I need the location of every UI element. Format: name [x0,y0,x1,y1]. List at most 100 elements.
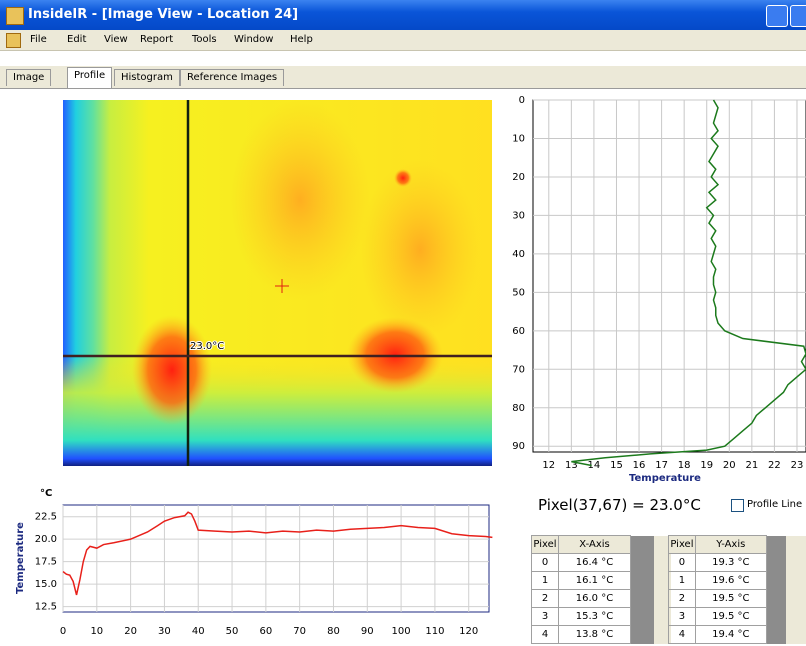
table-gap [631,536,654,554]
x-tick-label: 70 [293,626,306,637]
app-window: InsideIR - [Image View - Location 24] Fi… [0,0,806,646]
tab[interactable]: Profile [67,67,112,88]
table-cell: 19.6 °C [695,572,766,590]
header-cell: Y-Axis [695,536,766,554]
menu-bar: File Edit View Report Tools Window Help [0,30,806,51]
table-gap [631,572,654,590]
tab[interactable]: Image [6,69,51,86]
y-tick-label: 15.0 [35,579,57,590]
table-cell: 19.4 °C [695,626,766,644]
x-tick-label: 13 [565,460,578,471]
x-tick-label: 19 [700,460,713,471]
table-gap [766,626,786,644]
table-cell: 19.5 °C [695,590,766,608]
menu-item[interactable]: View [104,34,128,45]
y-tick-label: 0 [519,95,525,106]
scrollbar [786,590,805,608]
table-cell: 2 [669,590,696,608]
app-icon [6,7,24,25]
x-tick-label: 40 [192,626,205,637]
x-tick-label: 50 [226,626,239,637]
y-tick-label: 20.0 [35,534,57,545]
x-tick-label: 22 [768,460,781,471]
x-tick-label: 18 [678,460,691,471]
table-cell: 16.4 °C [559,554,631,572]
x-tick-label: 20 [723,460,736,471]
table-gap [766,608,786,626]
menu-item[interactable]: Report [140,34,173,45]
table-gap [631,608,654,626]
x-axis-title: Temperature [629,473,701,484]
tab[interactable]: Reference Images [180,69,284,86]
table-gap [631,590,654,608]
table-cell: 16.0 °C [559,590,631,608]
menu-item[interactable]: Help [290,34,313,45]
y-axis-title: Temperature [15,522,26,594]
maximize-button[interactable] [790,5,806,27]
menu-item[interactable]: Edit [67,34,86,45]
x-tick-label: 12 [542,460,555,471]
x-tick-label: 80 [327,626,340,637]
profile-line [63,512,492,595]
y-tick-label: 40 [512,249,525,260]
x-tick-label: 110 [425,626,444,637]
menu-item[interactable]: File [30,34,47,45]
table-cell: 1 [532,572,559,590]
thermal-image: 23.0°C [63,100,492,466]
x-tick-label: 120 [459,626,478,637]
scrollbar [786,608,805,626]
table-cell: 19.3 °C [695,554,766,572]
y-tick-label: 60 [512,326,525,337]
table-cell: 0 [669,554,696,572]
table-cell: 3 [532,608,559,626]
table-cell: 15.3 °C [559,608,631,626]
x-tick-label: 30 [158,626,171,637]
table-row: 016.4 °C [532,554,671,572]
table-cell: 3 [669,608,696,626]
minimize-button[interactable] [766,5,788,27]
scrollbar [786,536,805,554]
cursor-label: 23.0°C [190,341,224,352]
y-tick-label: 70 [512,364,525,375]
menu-item[interactable]: Tools [192,34,217,45]
table-cell: 2 [532,590,559,608]
x-tick-label: 10 [90,626,103,637]
x-tick-label: 17 [655,460,668,471]
title-bar: InsideIR - [Image View - Location 24] [0,0,806,30]
menu-item[interactable]: Window [234,34,273,45]
plot-area [533,100,806,452]
table-gap [766,536,786,554]
x-tick-label: 15 [610,460,623,471]
table-row: 019.3 °C [669,554,806,572]
tab[interactable]: Histogram [114,69,180,86]
checkbox[interactable] [731,499,744,512]
x-tick-label: 60 [259,626,272,637]
x-tick-label: 21 [745,460,758,471]
x-tick-label: 14 [588,460,601,471]
header-cell: Pixel [532,536,559,554]
table-gap [766,554,786,572]
x-tick-label: 100 [392,626,411,637]
y-tick-label: 22.5 [35,512,57,523]
y-tick-label: 20 [512,172,525,183]
pixel-readout: Pixel(37,67) = 23.0°C [538,496,701,514]
table-gap [766,572,786,590]
table-row: 413.8 °C [532,626,671,644]
scrollbar [786,554,805,572]
y-tick-label: 80 [512,403,525,414]
checkbox-label[interactable]: Profile Line [747,499,802,510]
y-tick-label: 10 [512,133,525,144]
table-cell: 16.1 °C [559,572,631,590]
x-tick-label: 0 [60,626,66,637]
x-tick-label: 90 [361,626,374,637]
